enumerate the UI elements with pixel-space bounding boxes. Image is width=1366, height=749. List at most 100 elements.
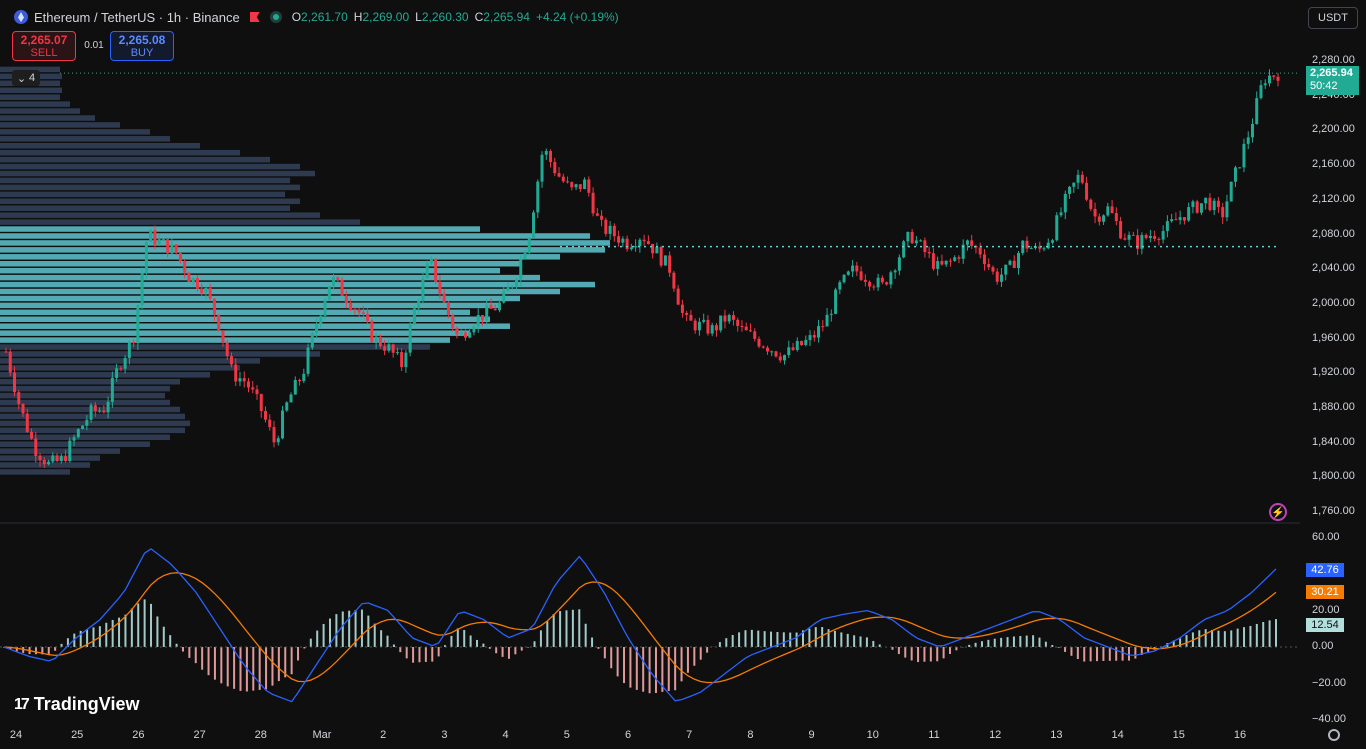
candle-body — [808, 335, 812, 341]
osc-histogram-bar — [111, 619, 114, 647]
candle-body — [1127, 234, 1131, 240]
time-axis-label: 12 — [989, 729, 1002, 741]
osc-histogram-bar — [840, 632, 843, 647]
candle-body — [1140, 234, 1144, 249]
candle-body — [34, 438, 38, 456]
candle-body — [863, 279, 867, 282]
osc-histogram-bar — [936, 647, 939, 662]
time-axis-label: 24 — [9, 729, 23, 741]
volume-profile-bar — [0, 212, 320, 218]
price-axis-label: 2,280.00 — [1312, 54, 1355, 66]
candle-body — [298, 379, 302, 382]
candle-body — [549, 150, 553, 163]
osc-histogram-bar — [923, 647, 926, 662]
candle-body — [731, 315, 735, 320]
candle-body — [476, 315, 480, 327]
candle-body — [106, 401, 110, 413]
osc-histogram-bar — [1064, 647, 1067, 652]
osc-histogram-bar — [565, 610, 568, 647]
osc-histogram-bar — [431, 647, 434, 662]
candle-body — [544, 150, 548, 155]
osc-histogram-bar — [1012, 636, 1015, 647]
osc-histogram-bar — [833, 630, 836, 647]
price-axis-label: 2,200.00 — [1312, 123, 1355, 136]
volume-profile-bar — [0, 260, 520, 267]
candle-body — [42, 460, 46, 465]
candle-body — [472, 326, 476, 333]
buy-button[interactable]: 2,265.08 BUY — [110, 31, 174, 61]
osc-histogram-bar — [233, 647, 236, 689]
osc-histogram-bar — [86, 628, 89, 647]
candle-body — [710, 325, 714, 334]
candle-body — [872, 286, 876, 288]
candle-body — [1255, 98, 1259, 125]
candle-body — [64, 456, 68, 462]
osc-histogram-bar — [1121, 647, 1124, 661]
volume-profile-bar — [0, 316, 490, 323]
currency-selector[interactable]: USDT — [1308, 7, 1358, 29]
candle-body — [697, 321, 701, 331]
candle-body — [829, 313, 833, 315]
volume-profile-bar — [0, 219, 360, 225]
osc-histogram-bar — [290, 647, 293, 675]
osc-histogram-bar — [801, 630, 804, 647]
tradingview-logo[interactable]: 17 TradingView — [14, 694, 140, 714]
candle-body — [578, 184, 582, 189]
settings-icon[interactable] — [1328, 729, 1340, 741]
osc-histogram-bar — [137, 603, 140, 647]
sell-button[interactable]: 2,265.07 SELL — [12, 31, 76, 61]
candle-body — [1153, 235, 1157, 239]
osc-histogram-bar — [584, 623, 587, 647]
osc-histogram-bar — [1275, 619, 1277, 647]
symbol-header[interactable]: Ethereum / TetherUS · 1h · Binance O2,26… — [14, 8, 619, 26]
indicators-toggle[interactable]: ⌄ 4 — [12, 70, 40, 86]
volume-profile-bar — [0, 122, 120, 128]
osc-histogram-bar — [578, 609, 581, 647]
candle-body — [310, 333, 314, 348]
volume-profile-bar — [0, 94, 60, 100]
candle-body — [451, 315, 455, 328]
candle-body — [468, 332, 472, 338]
osc-histogram-bar — [392, 644, 395, 647]
candle-body — [17, 392, 21, 404]
osc-histogram-bar — [1211, 629, 1214, 647]
candle-body — [659, 247, 663, 266]
candle-body — [1055, 215, 1059, 241]
osc-histogram-bar — [693, 647, 696, 666]
symbol-title[interactable]: Ethereum / TetherUS · 1h · Binance — [34, 9, 240, 25]
osc-histogram-bar — [1249, 625, 1252, 647]
candle-body — [1136, 235, 1140, 249]
candle-body — [140, 273, 144, 306]
volume-profile-bar — [0, 240, 610, 246]
osc-histogram-bar — [859, 636, 862, 647]
time-axis-label: 27 — [193, 729, 206, 741]
osc-histogram-bar — [239, 647, 242, 691]
candle-body — [68, 440, 72, 462]
candle-body — [166, 239, 170, 254]
osc-histogram-bar — [169, 635, 172, 647]
osc-histogram-bar — [667, 647, 670, 691]
candle-body — [740, 326, 744, 328]
candle-body — [187, 272, 191, 283]
osc-histogram-bar — [514, 647, 517, 655]
osc-histogram-bar — [1019, 635, 1022, 647]
candle-body — [55, 455, 59, 461]
candle-body — [519, 259, 523, 280]
candle-body — [38, 455, 42, 461]
market-status-icon[interactable] — [269, 11, 282, 23]
osc-histogram-bar — [322, 623, 325, 647]
volume-profile-bar — [0, 129, 150, 135]
candle-body — [4, 351, 8, 353]
osc-histogram-bar — [1147, 647, 1150, 653]
flag-icon[interactable] — [249, 12, 260, 22]
candle-body — [719, 315, 723, 331]
candle-body — [455, 327, 459, 335]
osc-histogram-bar — [1000, 637, 1003, 647]
volume-profile-bar — [0, 66, 60, 73]
candle-body — [1038, 246, 1042, 249]
candle-body — [536, 181, 540, 213]
lightning-icon[interactable]: ⚡ — [1269, 503, 1287, 521]
candle-body — [323, 300, 327, 316]
osc-histogram-bar — [616, 647, 619, 677]
